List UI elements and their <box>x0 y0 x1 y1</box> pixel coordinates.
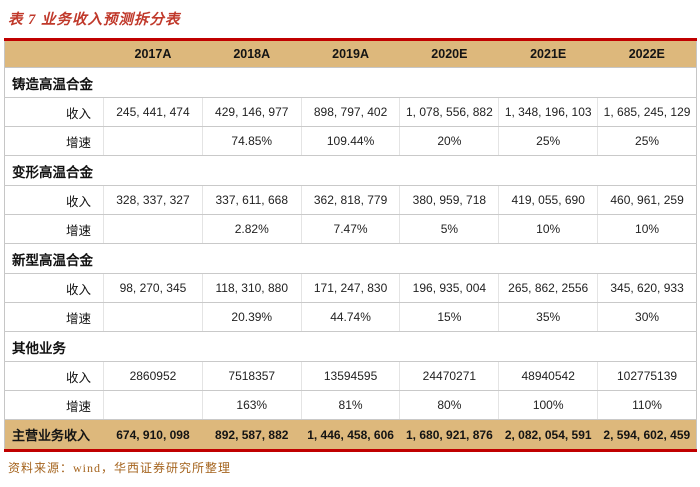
cell-value: 1, 348, 196, 103 <box>498 97 598 127</box>
row-label: 收入 <box>4 273 104 303</box>
cell-value: 44.74% <box>300 302 400 332</box>
revenue-row-wrought-alloy: 收入 328, 337, 327 337, 611, 668 362, 818,… <box>4 185 697 215</box>
header-year: 2022E <box>597 39 697 68</box>
row-label: 增速 <box>4 214 104 244</box>
total-cell-value: 1, 680, 921, 876 <box>399 419 499 452</box>
section-header-new-alloy: 新型高温合金 <box>4 243 697 274</box>
header-year: 2020E <box>399 39 499 68</box>
revenue-row-other-business: 收入 2860952 7518357 13594595 24470271 489… <box>4 361 697 391</box>
section-name: 其他业务 <box>4 331 697 362</box>
section-name: 变形高温合金 <box>4 155 697 186</box>
cell-value: 25% <box>498 126 598 156</box>
cell-value: 20% <box>399 126 499 156</box>
cell-value: 163% <box>201 390 302 420</box>
cell-value: 898, 797, 402 <box>300 97 400 127</box>
section-name: 新型高温合金 <box>4 243 697 274</box>
row-label: 增速 <box>4 126 104 156</box>
section-header-wrought-alloy: 变形高温合金 <box>4 155 697 186</box>
row-label: 收入 <box>4 361 104 391</box>
cell-value: 7.47% <box>300 214 400 244</box>
cell-value <box>103 390 203 420</box>
cell-value: 1, 685, 245, 129 <box>597 97 697 127</box>
cell-value: 345, 620, 933 <box>597 273 697 303</box>
total-cell-value: 1, 446, 458, 606 <box>301 419 400 452</box>
header-year: 2019A <box>301 39 400 68</box>
cell-value: 110% <box>597 390 697 420</box>
cell-value <box>103 214 203 244</box>
cell-value: 20.39% <box>201 302 302 332</box>
cell-value: 24470271 <box>399 361 499 391</box>
source-note: 资料来源：wind，华西证券研究所整理 <box>8 461 232 475</box>
total-cell-value: 892, 587, 882 <box>202 419 302 452</box>
revenue-row-new-alloy: 收入 98, 270, 345 118, 310, 880 171, 247, … <box>4 273 697 303</box>
cell-value: 460, 961, 259 <box>597 185 697 215</box>
growth-row-new-alloy: 增速 20.39% 44.74% 15% 35% 30% <box>4 302 697 332</box>
cell-value: 5% <box>399 214 499 244</box>
cell-value: 48940542 <box>498 361 598 391</box>
cell-value: 7518357 <box>201 361 302 391</box>
growth-row-other-business: 增速 163% 81% 80% 100% 110% <box>4 390 697 420</box>
cell-value: 80% <box>399 390 499 420</box>
cell-value: 328, 337, 327 <box>103 185 203 215</box>
cell-value: 2.82% <box>201 214 302 244</box>
cell-value: 1, 078, 556, 882 <box>399 97 499 127</box>
total-row-label: 主营业务收入 <box>4 419 104 452</box>
cell-value: 98, 270, 345 <box>103 273 203 303</box>
cell-value: 30% <box>597 302 697 332</box>
revenue-forecast-table: 2017A 2018A 2019A 2020E 2021E 2022E 铸造高温… <box>4 38 697 452</box>
total-cell-value: 2, 594, 602, 459 <box>597 419 697 452</box>
header-year: 2018A <box>202 39 302 68</box>
total-revenue-row: 主营业务收入 674, 910, 098 892, 587, 882 1, 44… <box>4 419 697 452</box>
revenue-row-cast-alloy: 收入 245, 441, 474 429, 146, 977 898, 797,… <box>4 97 697 127</box>
header-label-cell <box>4 39 104 68</box>
row-label: 收入 <box>4 185 104 215</box>
table-title: 表 7 业务收入预测拆分表 <box>8 12 181 28</box>
cell-value <box>103 302 203 332</box>
section-header-other-business: 其他业务 <box>4 331 697 362</box>
cell-value: 265, 862, 2556 <box>498 273 598 303</box>
cell-value: 74.85% <box>201 126 302 156</box>
cell-value: 102775139 <box>597 361 697 391</box>
row-label: 增速 <box>4 302 104 332</box>
header-year: 2017A <box>103 39 203 68</box>
cell-value: 362, 818, 779 <box>300 185 400 215</box>
cell-value: 419, 055, 690 <box>498 185 598 215</box>
cell-value: 100% <box>498 390 598 420</box>
cell-value: 118, 310, 880 <box>201 273 302 303</box>
cell-value: 109.44% <box>300 126 400 156</box>
cell-value: 35% <box>498 302 598 332</box>
row-label: 增速 <box>4 390 104 420</box>
total-cell-value: 2, 082, 054, 591 <box>498 419 598 452</box>
growth-row-cast-alloy: 增速 74.85% 109.44% 20% 25% 25% <box>4 126 697 156</box>
cell-value: 13594595 <box>300 361 400 391</box>
section-header-cast-alloy: 铸造高温合金 <box>4 67 697 98</box>
header-row: 2017A 2018A 2019A 2020E 2021E 2022E <box>4 39 697 68</box>
cell-value: 245, 441, 474 <box>103 97 203 127</box>
header-year: 2021E <box>498 39 598 68</box>
section-name: 铸造高温合金 <box>4 67 697 98</box>
cell-value: 15% <box>399 302 499 332</box>
cell-value: 196, 935, 004 <box>399 273 499 303</box>
total-cell-value: 674, 910, 098 <box>103 419 203 452</box>
cell-value: 429, 146, 977 <box>201 97 302 127</box>
cell-value: 81% <box>300 390 400 420</box>
cell-value: 2860952 <box>103 361 203 391</box>
cell-value: 380, 959, 718 <box>399 185 499 215</box>
growth-row-wrought-alloy: 增速 2.82% 7.47% 5% 10% 10% <box>4 214 697 244</box>
cell-value: 10% <box>597 214 697 244</box>
cell-value: 10% <box>498 214 598 244</box>
row-label: 收入 <box>4 97 104 127</box>
cell-value: 337, 611, 668 <box>201 185 302 215</box>
cell-value: 25% <box>597 126 697 156</box>
cell-value: 171, 247, 830 <box>300 273 400 303</box>
cell-value <box>103 126 203 156</box>
